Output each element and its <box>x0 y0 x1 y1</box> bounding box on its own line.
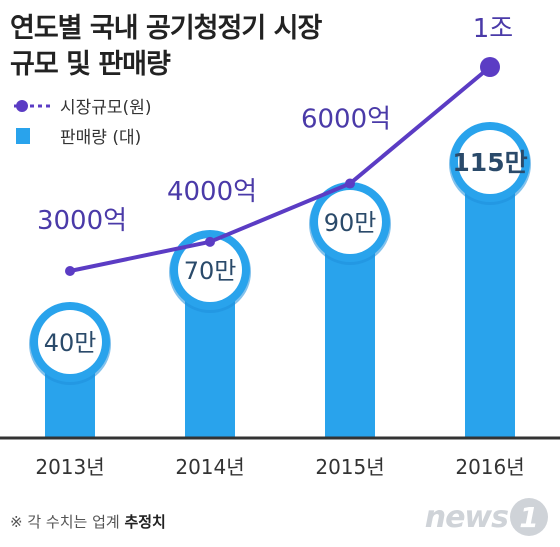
bar-cap-circle <box>318 190 382 254</box>
bar-value-label: 115만 <box>452 148 527 177</box>
bar-cap-circle <box>178 238 242 302</box>
line-point <box>480 57 500 77</box>
bar-series: 40만 70만 90만 115만 <box>29 122 531 438</box>
line-value-label: 1조 <box>473 14 513 44</box>
footnote-text: ※ 각 수치는 업계 <box>10 513 125 531</box>
legend-bar-swatch-icon <box>16 127 30 144</box>
news1-logo: news 1 <box>425 498 548 536</box>
logo-mark-icon: 1 <box>510 498 548 536</box>
line-value-label: 3000억 <box>37 206 127 236</box>
footnote: ※ 각 수치는 업계 추정치 <box>10 511 166 532</box>
bar-cap-circle <box>458 130 522 194</box>
x-tick-label: 2013년 <box>35 455 104 479</box>
line-value-label: 4000억 <box>167 177 257 207</box>
line-point <box>65 265 75 276</box>
bar-value-label: 40만 <box>44 329 97 357</box>
x-tick-label: 2014년 <box>175 455 244 479</box>
bar-cap-circle <box>38 310 102 374</box>
legend-item-market-size: 시장규모(원) <box>12 93 151 118</box>
logo-mark-text: 1 <box>519 500 539 534</box>
line-value-label: 6000억 <box>301 105 391 135</box>
chart-title-line1: 연도별 국내 공기청정기 시장 <box>10 13 322 44</box>
legend-label-sales: 판매량 (대) <box>60 128 142 148</box>
legend-label-market-size: 시장규모(원) <box>60 98 152 118</box>
legend-line-marker-icon <box>14 99 52 112</box>
legend-item-sales: 판매량 (대) <box>12 123 141 148</box>
bar-value-label: 70만 <box>184 257 237 285</box>
line-point <box>205 236 215 247</box>
logo-text: news <box>424 499 509 535</box>
x-tick-label: 2016년 <box>455 455 524 479</box>
x-tick-label: 2015년 <box>315 455 384 479</box>
chart-title-line2: 규모 및 판매량 <box>10 49 171 80</box>
bar <box>465 162 515 438</box>
footnote-emphasis: 추정치 <box>124 513 166 531</box>
line-point <box>345 178 355 189</box>
market-size-line <box>69 65 492 273</box>
bar-value-label: 90만 <box>324 209 377 237</box>
